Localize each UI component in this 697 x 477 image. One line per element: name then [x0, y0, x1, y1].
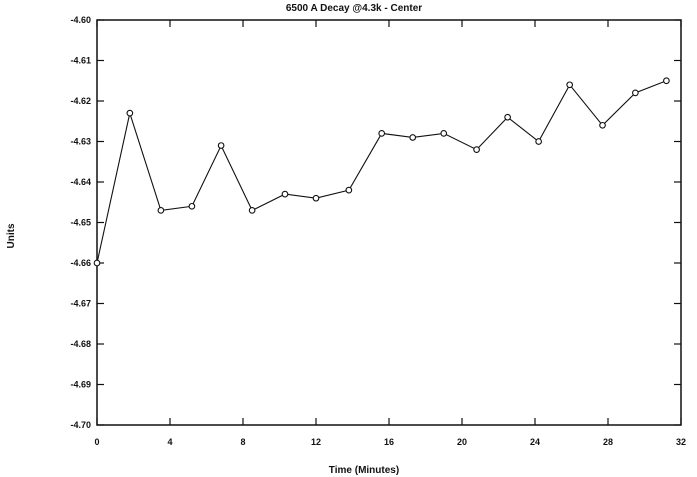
y-tick-label: -4.62 — [70, 96, 91, 106]
data-point — [248, 207, 256, 214]
data-point — [566, 81, 574, 89]
y-tick-label: -4.70 — [70, 420, 91, 430]
data-point — [126, 109, 134, 117]
x-tick-label: 32 — [676, 437, 686, 447]
data-point — [217, 142, 225, 149]
data-point — [440, 130, 448, 137]
data-point — [473, 146, 480, 153]
y-tick-label: -4.67 — [70, 299, 91, 309]
x-tick-label: 4 — [167, 437, 172, 447]
y-tick-label: -4.60 — [70, 15, 91, 25]
data-point — [312, 194, 320, 202]
x-tick-label: 20 — [457, 437, 467, 447]
data-point — [409, 134, 417, 141]
data-point — [632, 89, 639, 97]
y-tick-label: -4.68 — [70, 339, 91, 349]
data-point — [188, 202, 196, 210]
data-point — [378, 130, 386, 137]
x-tick-label: 16 — [384, 437, 394, 447]
y-tick-label: -4.61 — [70, 56, 91, 66]
data-point — [93, 259, 101, 267]
data-point — [157, 207, 165, 214]
series-layer — [93, 77, 670, 267]
data-point — [663, 77, 670, 85]
x-axis-label: Time (Minutes) — [329, 465, 399, 476]
y-tick-label: -4.63 — [70, 137, 91, 147]
data-point — [281, 190, 289, 198]
data-point — [535, 138, 543, 145]
y-axis-label: Units — [6, 223, 17, 248]
x-tick-label: 28 — [603, 437, 613, 447]
x-tick-label: 24 — [530, 437, 540, 447]
plot-frame — [96, 19, 682, 426]
y-axis: -4.60 -4.61 -4.62 -4.63 -4.64 -4.65 -4.66 -4.67… — [70, 15, 681, 430]
chart-title: 6500 A Decay @4.3k - Center — [286, 3, 422, 14]
data-point — [599, 121, 606, 129]
x-axis: 0 4 8 12 16 20 24 28 32 — [94, 20, 686, 447]
y-tick-label: -4.64 — [70, 177, 91, 187]
x-tick-label: 8 — [240, 437, 245, 447]
y-tick-label: -4.65 — [70, 218, 91, 228]
data-point — [345, 186, 353, 194]
x-tick-label: 12 — [311, 437, 321, 447]
series-line — [96, 80, 667, 264]
x-tick-label: 0 — [94, 437, 99, 447]
data-point — [504, 113, 511, 121]
y-tick-label: -4.69 — [70, 380, 91, 390]
y-tick-label: -4.66 — [70, 258, 91, 268]
